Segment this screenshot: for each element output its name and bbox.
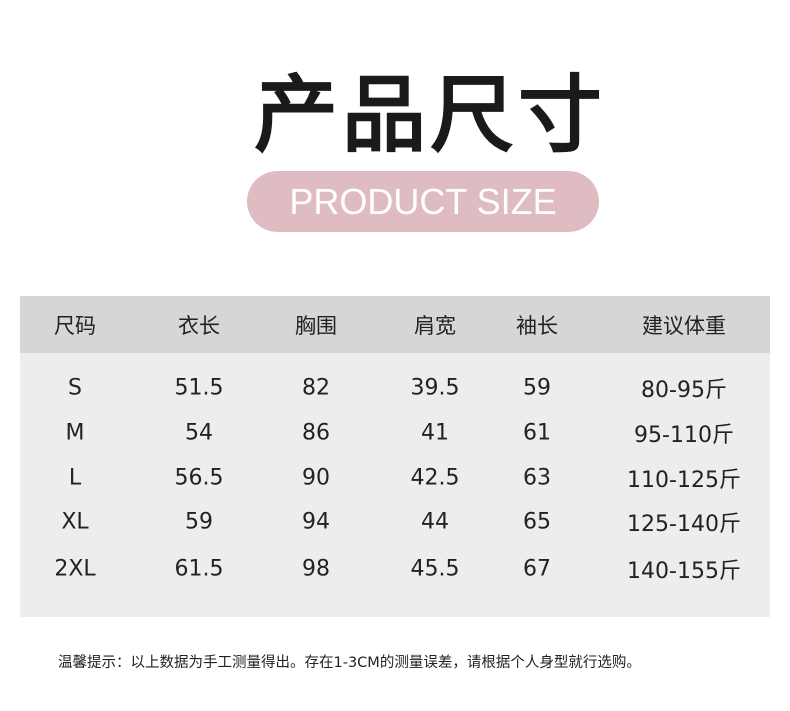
column-header: 衣长 (178, 314, 220, 338)
table-cell: M (65, 420, 85, 446)
table-cell: 59 (185, 509, 213, 535)
table-cell: 41 (421, 420, 449, 446)
table-cell: 125-140斤 (627, 512, 741, 537)
subtitle-badge: PRODUCT SIZE (247, 171, 599, 232)
table-cell: 61.5 (174, 556, 224, 582)
table-cell: XL (61, 509, 89, 535)
table-cell: 2XL (54, 556, 96, 582)
table-cell: 59 (523, 375, 551, 401)
column-header: 袖长 (516, 314, 558, 338)
table-cell: 61 (523, 420, 551, 446)
table-header: 尺码 衣长 胸围 肩宽 袖长 建议体重 (20, 296, 770, 353)
table-cell: 51.5 (174, 375, 224, 401)
table-cell: 54 (185, 420, 213, 446)
table-cell: 67 (523, 556, 551, 582)
table-cell: 98 (302, 556, 330, 582)
table-body: S 51.5 82 39.5 59 80-95斤 M 54 86 41 61 95-110斤 L 56.5… (20, 353, 770, 617)
table-cell: 80-95斤 (641, 378, 727, 403)
table-cell: 39.5 (410, 375, 460, 401)
table-cell: S (68, 375, 82, 401)
table-cell: 140-155斤 (627, 559, 741, 584)
table-cell: 42.5 (410, 465, 460, 491)
page-title: 产品尺寸 (253, 66, 606, 164)
table-cell: 63 (523, 465, 551, 491)
measurement-note: 温馨提示：以上数据为手工测量得出。存在1-3CM的测量误差，请根据个人身型就行选… (58, 655, 641, 671)
table-cell: 90 (302, 465, 330, 491)
size-table: 尺码 衣长 胸围 肩宽 袖长 建议体重 S 51.5 82 39.5 59 80-95斤 M 54 86 4… (20, 296, 770, 617)
table-cell: 45.5 (410, 556, 460, 582)
column-header: 肩宽 (414, 314, 456, 338)
table-cell: 94 (302, 509, 330, 535)
column-header: 胸围 (295, 314, 337, 338)
table-cell: L (68, 465, 82, 491)
table-cell: 95-110斤 (634, 423, 734, 448)
table-cell: 110-125斤 (627, 468, 741, 493)
column-header: 建议体重 (642, 314, 726, 338)
table-cell: 82 (302, 375, 330, 401)
table-cell: 65 (523, 509, 551, 535)
table-cell: 44 (421, 509, 449, 535)
table-cell: 56.5 (174, 465, 224, 491)
table-cell: 86 (302, 420, 330, 446)
column-header: 尺码 (54, 314, 96, 338)
